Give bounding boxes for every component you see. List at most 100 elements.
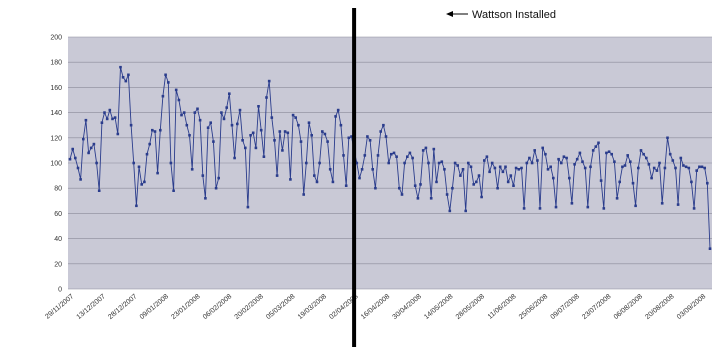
x-tick-label: 30/04/2008 (392, 293, 423, 321)
data-point (501, 170, 505, 174)
data-point (586, 205, 590, 209)
data-point (546, 168, 550, 171)
data-point (129, 123, 133, 127)
data-point (581, 160, 584, 163)
data-point (151, 128, 154, 132)
data-point (376, 154, 380, 157)
data-point (459, 174, 462, 177)
data-point (82, 137, 85, 141)
x-tick-label: 05/03/2008 (265, 293, 296, 321)
data-point (554, 205, 558, 209)
data-point (451, 186, 454, 190)
data-point (228, 92, 231, 95)
data-point (432, 147, 436, 151)
x-tick-label: 29/11/2007 (44, 293, 75, 321)
data-point (281, 149, 284, 152)
data-point (522, 207, 526, 210)
data-point (679, 156, 683, 160)
data-point (557, 157, 560, 161)
data-point (480, 195, 483, 199)
data-point (594, 145, 598, 148)
data-point (435, 180, 438, 184)
x-tick-label: 14/05/2008 (423, 293, 454, 321)
data-point (562, 155, 566, 158)
data-point (116, 132, 120, 136)
data-point (167, 81, 170, 84)
data-point (289, 178, 292, 181)
data-point (132, 161, 135, 165)
x-tick-label: 23/07/2008 (581, 293, 612, 321)
data-point (682, 164, 685, 167)
data-point (637, 166, 640, 170)
y-tick-label: 100 (50, 161, 62, 168)
data-point (76, 166, 80, 170)
data-point (180, 113, 183, 117)
data-point (703, 166, 706, 170)
series-line (69, 67, 711, 249)
data-point (698, 165, 701, 169)
data-point (315, 180, 319, 184)
data-point (568, 176, 571, 180)
data-point (706, 181, 709, 185)
data-point (599, 179, 603, 182)
data-point (185, 123, 189, 127)
x-axis-ticks: 29/11/2007 13/12/2007 28/12/2007 09/01/2008… (44, 293, 707, 321)
data-point (477, 174, 481, 177)
data-point (453, 161, 457, 165)
data-point (416, 197, 420, 200)
data-point (676, 203, 680, 206)
data-point (68, 157, 72, 161)
data-point (254, 146, 258, 150)
data-point (437, 161, 441, 165)
data-point (212, 140, 215, 143)
data-point (339, 123, 343, 127)
data-point (204, 197, 207, 200)
data-point (172, 189, 175, 192)
data-point (188, 134, 191, 137)
data-point (127, 73, 130, 77)
data-point (514, 166, 518, 170)
data-point (305, 161, 308, 165)
data-point (249, 134, 252, 137)
data-point (605, 151, 608, 155)
data-point (490, 161, 494, 165)
data-point (371, 168, 374, 171)
data-point (652, 166, 656, 170)
data-point (498, 165, 502, 169)
data-point (233, 156, 236, 160)
data-point (610, 152, 613, 156)
data-point (427, 161, 430, 165)
data-point (267, 79, 271, 83)
data-point (448, 209, 452, 213)
data-point (708, 247, 712, 250)
data-point (464, 209, 467, 213)
data-point (318, 161, 321, 165)
data-point (392, 151, 396, 155)
data-point (544, 152, 547, 156)
data-point (602, 207, 606, 210)
data-point (493, 166, 497, 170)
x-tick-label: 09/07/2008 (550, 293, 581, 321)
data-point (552, 176, 555, 180)
data-point (74, 156, 77, 160)
data-point (485, 155, 489, 158)
x-tick-label: 20/02/2008 (234, 293, 265, 321)
data-point (658, 161, 661, 165)
data-point (363, 154, 367, 157)
data-point (161, 94, 165, 98)
data-point (483, 159, 486, 162)
data-point (398, 186, 401, 190)
data-point (214, 186, 218, 190)
data-point (488, 170, 491, 174)
data-point (108, 108, 112, 112)
data-point (273, 139, 276, 142)
data-point (334, 115, 337, 118)
data-point (342, 154, 345, 157)
data-point (509, 174, 513, 177)
data-point (220, 111, 223, 114)
data-point (387, 161, 390, 165)
data-point (591, 149, 595, 152)
data-point (583, 166, 587, 170)
data-point (506, 180, 510, 184)
